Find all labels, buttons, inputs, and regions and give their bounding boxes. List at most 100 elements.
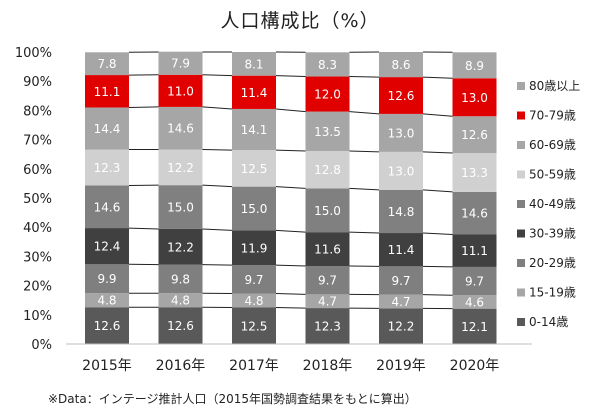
data-label: 9.7 [318, 274, 337, 288]
bar-segment [85, 52, 129, 76]
bar-segment [379, 52, 423, 78]
connector-line [422, 265, 453, 268]
bar-segment [379, 233, 423, 267]
connector-line [202, 74, 233, 77]
data-label: 14.6 [94, 200, 121, 214]
legend-label: 20-29歳 [529, 256, 576, 270]
connector-line [349, 111, 380, 115]
bar-segment [305, 232, 350, 267]
bar-segment [158, 149, 203, 186]
x-tick-label: 2015年 [82, 358, 132, 374]
bar-segment [452, 191, 497, 235]
legend-swatch [517, 229, 525, 238]
bar-segment [305, 150, 350, 189]
connector-line [422, 294, 453, 296]
data-label: 12.6 [94, 319, 121, 333]
data-label: 12.4 [94, 240, 121, 254]
data-label: 11.4 [388, 243, 415, 257]
x-tick-label: 2017年 [229, 358, 279, 374]
data-label: 4.8 [171, 294, 190, 308]
data-label: 11.1 [461, 244, 488, 258]
connector-line [422, 76, 453, 79]
data-label: 13.3 [461, 166, 488, 180]
bar-segment [379, 294, 423, 309]
data-label: 4.7 [318, 295, 337, 309]
data-label: 11.0 [167, 84, 194, 98]
connector-line [275, 292, 306, 295]
data-source-note: ※Data：インテージ推計人口（2015年国勢調査結果をもとに算出） [48, 392, 417, 406]
data-label: 14.6 [167, 122, 194, 136]
data-label: 12.2 [388, 320, 415, 334]
connector-line [275, 108, 306, 113]
bar-segment [232, 150, 276, 187]
y-tick-label: 20% [23, 280, 52, 295]
connector-line [349, 187, 380, 191]
legend-swatch [517, 82, 525, 90]
bar-segment [158, 51, 203, 75]
connector-line [202, 228, 233, 231]
legend-swatch [517, 318, 525, 326]
bar-segment [85, 228, 129, 265]
data-label: 14.1 [241, 123, 268, 137]
connector-line [349, 150, 380, 153]
data-label: 13.0 [461, 91, 488, 105]
data-label: 11.4 [241, 86, 268, 100]
data-label: 7.9 [171, 57, 190, 71]
data-label: 12.0 [314, 88, 341, 102]
connector-line [128, 227, 159, 230]
y-tick-label: 40% [23, 221, 52, 236]
x-axis: 2015年 2016年 2017年 2018年 2019年 2020年 [66, 343, 532, 374]
y-tick-label: 10% [23, 309, 52, 324]
y-tick-label: 100% [15, 46, 52, 61]
bar-segment [85, 185, 129, 229]
connector-line [275, 75, 306, 78]
data-label: 14.8 [388, 205, 415, 219]
bar-segment [85, 264, 129, 294]
legend-swatch [517, 170, 525, 179]
bar-segment [232, 186, 276, 231]
connector-line [275, 229, 306, 233]
data-label: 12.3 [314, 320, 341, 334]
legend-label: 70-79歳 [529, 109, 576, 123]
bar-segment [305, 308, 350, 344]
y-tick-label: 90% [23, 75, 52, 90]
bar-segment [232, 75, 276, 109]
bar-segment [379, 77, 423, 114]
bar-segment [305, 266, 350, 295]
data-label: 4.6 [465, 295, 484, 309]
data-label: 15.0 [241, 202, 268, 216]
bars-group [85, 51, 497, 344]
data-label: 8.1 [244, 57, 263, 71]
y-tick-label: 60% [23, 163, 52, 178]
data-labels: 12.6 4.8 9.9 12.4 14.6 12.3 14.4 11.1 7.8 12.6 4.8… [94, 57, 488, 334]
bar-segment [452, 116, 497, 154]
data-label: 14.4 [94, 122, 121, 136]
legend-swatch [517, 259, 525, 267]
legend-label: 50-59歳 [529, 168, 576, 182]
connector-line [275, 149, 306, 152]
bar-segment [305, 188, 350, 233]
connector-line [422, 189, 453, 193]
data-label: 13.5 [314, 125, 341, 139]
bar-segment [158, 293, 203, 308]
legend: 80歳以上 70-79歳 60-69歳 50-59歳 40-49歳 30-39歳 20-29… [517, 79, 580, 329]
connector-line [349, 76, 380, 78]
bar-segment [452, 153, 497, 192]
connector-line [422, 113, 453, 117]
data-label: 12.2 [167, 240, 194, 254]
data-label: 8.9 [465, 59, 484, 73]
connector-line [128, 106, 159, 108]
legend-label: 30-39歳 [529, 227, 576, 241]
connector-line [202, 184, 233, 188]
x-tick-label: 2020年 [450, 358, 500, 374]
bar-segment [85, 307, 129, 344]
legend-swatch [517, 288, 525, 297]
y-axis: 0% 10% 20% 30% 40% 50% 60% 70% 80% 90% 100% [15, 46, 52, 353]
data-label: 9.7 [244, 273, 263, 287]
bar-segment [158, 264, 203, 294]
bar-segment [379, 189, 423, 234]
data-label: 12.1 [461, 320, 488, 334]
x-tick-label: 2019年 [376, 358, 426, 374]
data-label: 12.6 [388, 89, 415, 103]
